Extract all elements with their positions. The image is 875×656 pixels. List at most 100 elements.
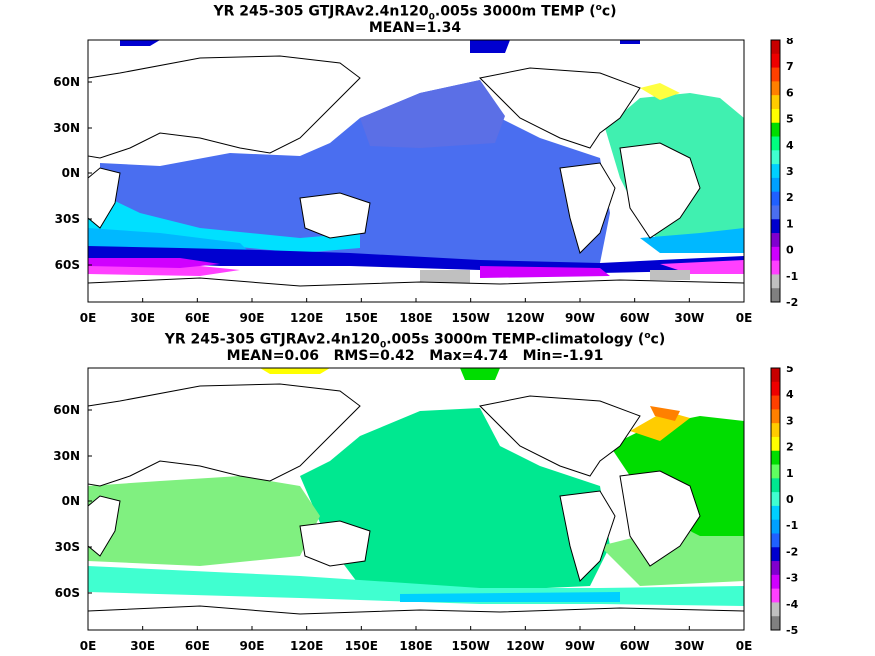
lon-tick-label: 150W — [452, 639, 490, 653]
lon-tick-label: 120W — [506, 639, 544, 653]
lon-tick-label: 120E — [290, 639, 323, 653]
lon-tick-label: 30E — [130, 639, 155, 653]
colorbar-segment — [771, 616, 780, 631]
colorbar-segment — [771, 492, 780, 507]
colorbar-segment — [771, 547, 780, 562]
map-panel-bottom: 60N 30N 0N 30S 60S 0E 30E 60E 90E 120E 150E 180E 15… — [0, 366, 875, 656]
lat-tick-label: 30N — [53, 121, 80, 135]
map-title: YR 245-305 GTJRAv2.4n1200.005s 3000m TEM… — [164, 331, 666, 351]
colorbar-segment — [771, 450, 780, 466]
land-mask — [87, 55, 745, 303]
colorbar-label: 3 — [786, 165, 794, 178]
colorbar-label: 1 — [786, 217, 794, 230]
map-title: YR 245-305 GTJRAv2.4n1200.005s 3000m TEM… — [213, 3, 617, 23]
lat-tick-label: 60S — [55, 586, 80, 600]
colorbar-label: -2 — [786, 545, 798, 558]
colorbar-segment — [771, 150, 780, 165]
map-stats: MEAN=1.34 — [368, 20, 462, 36]
lon-tick-label: 150W — [452, 311, 490, 325]
lat-tick-label: 60N — [53, 75, 80, 89]
colorbar-label: -2 — [786, 296, 798, 309]
lon-tick-label: 180E — [399, 311, 432, 325]
colorbar-segment — [771, 40, 780, 55]
lat-tick-label: 60S — [55, 258, 80, 272]
colorbar-label: 2 — [786, 191, 794, 204]
colorbar-label: 1 — [786, 467, 794, 480]
colorbar-label: 4 — [786, 388, 794, 401]
lon-tick-label: 60W — [620, 311, 650, 325]
lon-tick-label: 120W — [506, 311, 544, 325]
lon-tick-label: 0E — [736, 639, 753, 653]
lon-tick-label: 30W — [674, 639, 704, 653]
colorbar-frame — [770, 367, 781, 631]
colorbar-segment — [771, 561, 780, 576]
colorbar-segment — [771, 505, 780, 521]
colorbar-label: 4 — [786, 139, 794, 152]
colorbar-frame — [770, 39, 781, 303]
lat-tick-label: 60N — [53, 403, 80, 417]
colorbar-label: -3 — [786, 572, 798, 585]
lat-tick-label: 0N — [62, 166, 80, 180]
lon-tick-label: 150E — [345, 311, 378, 325]
lon-tick-label: 0E — [80, 311, 97, 325]
colorbar-segment — [771, 274, 780, 289]
colorbar-label: -1 — [786, 519, 798, 532]
lat-tick-label: 0N — [62, 494, 80, 508]
colorbar-segment — [771, 108, 780, 124]
lon-tick-label: 60E — [185, 311, 210, 325]
colorbar-label: 0 — [786, 493, 794, 506]
colorbar-label: 2 — [786, 441, 794, 454]
lon-tick-label: 0E — [80, 639, 97, 653]
colorbar-segment — [771, 136, 780, 151]
lon-tick-label: 60W — [620, 639, 650, 653]
colorbar-segment — [771, 233, 780, 248]
lon-tick-label: 180E — [399, 639, 432, 653]
colorbar-label: -1 — [786, 270, 798, 283]
lon-tick-label: 30E — [130, 311, 155, 325]
colorbar-segment — [771, 67, 780, 82]
lat-tick-label: 30S — [55, 540, 80, 554]
lon-tick-label: 120E — [290, 311, 323, 325]
colorbar-segment — [771, 122, 780, 138]
colorbar-segment — [771, 164, 780, 179]
colorbar-label: 0 — [786, 244, 794, 257]
colorbar-segment — [771, 81, 780, 96]
colorbar-label: 3 — [786, 414, 794, 427]
lon-tick-label: 30W — [674, 311, 704, 325]
colorbar-segment — [771, 368, 780, 383]
colorbar-segment — [771, 177, 780, 193]
lon-tick-label: 90E — [240, 639, 265, 653]
colorbar-segment — [771, 95, 780, 110]
land-mask — [87, 383, 745, 631]
colorbar-label: -5 — [786, 624, 798, 637]
lon-tick-label: 90W — [565, 639, 595, 653]
colorbar-segment — [771, 381, 780, 397]
lat-tick-label: 30S — [55, 212, 80, 226]
lon-tick-label: 60E — [185, 639, 210, 653]
colorbar-segment — [771, 191, 780, 206]
colorbar-label: -4 — [786, 598, 799, 611]
colorbar-label: 5 — [786, 113, 794, 126]
colorbar-label: 5 — [786, 366, 794, 375]
map-stats: MEAN=0.06 RMS=0.42 Max=4.74 Min=-1.91 — [226, 348, 604, 364]
colorbar-segment — [771, 478, 780, 493]
colorbar-segment — [771, 423, 780, 438]
colorbar-segment — [771, 246, 780, 262]
colorbar-label: 6 — [786, 86, 794, 99]
colorbar-segment — [771, 602, 780, 617]
lon-tick-label: 150E — [345, 639, 378, 653]
lon-tick-label: 90E — [240, 311, 265, 325]
colorbar-label: 8 — [786, 38, 794, 47]
lat-tick-label: 30N — [53, 449, 80, 463]
lon-tick-label: 0E — [736, 311, 753, 325]
lon-tick-label: 90W — [565, 311, 595, 325]
colorbar-segment — [771, 260, 780, 275]
colorbar-segment — [771, 533, 780, 548]
colorbar-segment — [771, 436, 780, 452]
colorbar-segment — [771, 288, 780, 303]
map-panel-top: 60N 30N 0N 30S 60S 0E 30E 60E 90E 120E 150E 180E 15… — [0, 38, 875, 328]
colorbar-segment — [771, 519, 780, 534]
colorbar-segment — [771, 464, 780, 479]
